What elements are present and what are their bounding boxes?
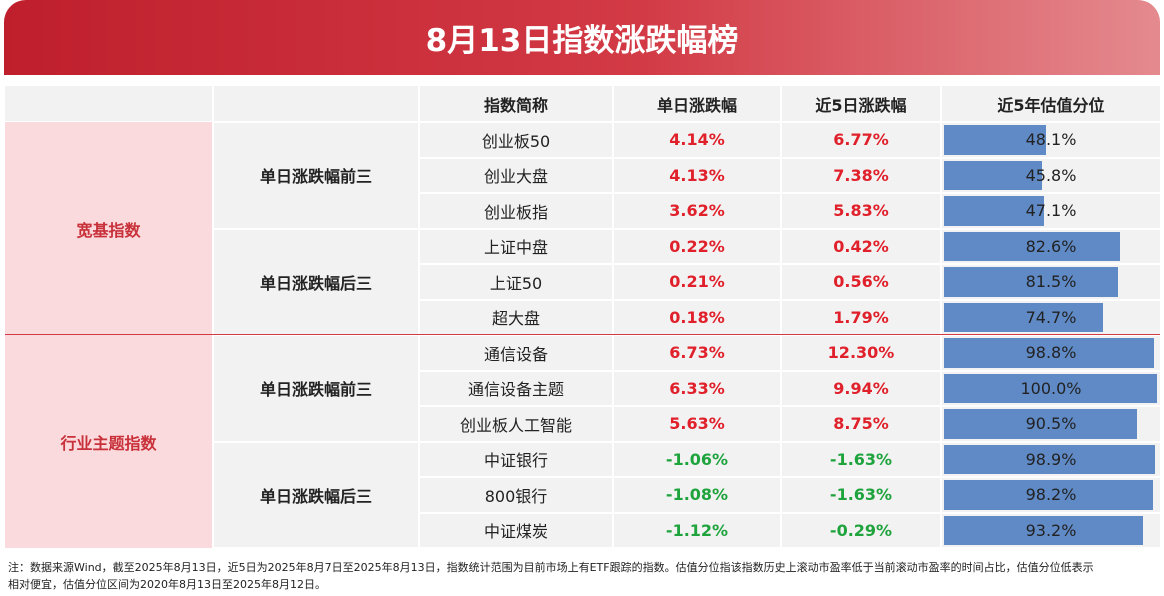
subgroup: 单日涨跌幅前三 (214, 123, 418, 228)
index-name: 创业大盘 (420, 158, 612, 192)
header-cell (5, 86, 212, 121)
percentile-bar (944, 231, 1120, 261)
index-name: 通信设备主题 (420, 371, 612, 405)
change: 0.22% (614, 229, 780, 263)
percentile-cell: 74.7% (942, 300, 1160, 334)
percentile-cell: 82.6% (942, 229, 1160, 263)
change: 0.42% (782, 229, 940, 263)
separator (5, 334, 1160, 335)
percentile-bar (944, 515, 1143, 545)
index-name: 创业板指 (420, 194, 612, 228)
change: 12.30% (782, 336, 940, 370)
percentile-cell: 48.1% (942, 123, 1160, 157)
change: 0.18% (614, 300, 780, 334)
index-name: 创业板50 (420, 123, 612, 157)
percentile-label: 98.2% (1025, 485, 1077, 505)
note: 相对便宜，估值分位区间为2020年8月13日至2025年8月12日。 (8, 578, 326, 591)
title: 8月13日指数涨跌幅榜 (4, 0, 1160, 75)
percentile-bar (944, 444, 1155, 474)
percentile-cell: 90.5% (942, 407, 1160, 441)
index-name: 通信设备 (420, 336, 612, 370)
percentile-cell: 100.0% (942, 371, 1160, 405)
change: 4.13% (614, 158, 780, 192)
change: -0.29% (782, 513, 940, 547)
subgroup: 单日涨跌幅前三 (214, 336, 418, 441)
index-name: 800银行 (420, 478, 612, 512)
change: 6.73% (614, 336, 780, 370)
change: 3.62% (614, 194, 780, 228)
percentile-label: 74.7% (1025, 307, 1077, 327)
index-name: 上证50 (420, 265, 612, 299)
percentile-cell: 45.8% (942, 158, 1160, 192)
header-cell: 近5年估值分位 (942, 86, 1160, 121)
percentile-label: 82.6% (1025, 236, 1077, 256)
percentile-bar (944, 160, 1042, 190)
change: 5.63% (614, 407, 780, 441)
percentile-cell: 47.1% (942, 194, 1160, 228)
header-cell: 近5日涨跌幅 (782, 86, 940, 121)
percentile-bar (944, 480, 1154, 510)
change: 5.83% (782, 194, 940, 228)
percentile-label: 45.8% (1025, 165, 1077, 185)
group: 行业主题指数 (5, 335, 212, 548)
change: -1.08% (614, 478, 780, 512)
percentile-bar (944, 302, 1104, 332)
header-cell (214, 86, 418, 121)
change: 1.79% (782, 300, 940, 334)
subgroup: 单日涨跌幅后三 (214, 229, 418, 334)
note: 注：数据来源Wind，截至2025年8月13日，近5日为2025年8月7日至20… (8, 561, 1094, 574)
percentile-bar (944, 196, 1045, 226)
subgroup: 单日涨跌幅后三 (214, 442, 418, 547)
change: 7.38% (782, 158, 940, 192)
change: -1.06% (614, 442, 780, 476)
index-name: 上证中盘 (420, 229, 612, 263)
header-cell: 指数简称 (420, 86, 612, 121)
change: 4.14% (614, 123, 780, 157)
change: -1.63% (782, 442, 940, 476)
group: 宽基指数 (5, 122, 212, 335)
index-name: 创业板人工智能 (420, 407, 612, 441)
change: 6.77% (782, 123, 940, 157)
percentile-label: 90.5% (1025, 414, 1077, 434)
index-name: 超大盘 (420, 300, 612, 334)
change: 9.94% (782, 371, 940, 405)
index-name: 中证煤炭 (420, 513, 612, 547)
percentile-label: 47.1% (1025, 201, 1077, 221)
percentile-label: 98.9% (1025, 449, 1077, 469)
percentile-label: 81.5% (1025, 272, 1077, 292)
percentile-bar (944, 373, 1157, 403)
percentile-cell: 93.2% (942, 513, 1160, 547)
percentile-label: 98.8% (1025, 343, 1077, 363)
percentile-cell: 98.9% (942, 442, 1160, 476)
change: 8.75% (782, 407, 940, 441)
percentile-cell: 81.5% (942, 265, 1160, 299)
percentile-label: 48.1% (1025, 130, 1077, 150)
index-name: 中证银行 (420, 442, 612, 476)
change: 0.56% (782, 265, 940, 299)
percentile-label: 100.0% (1020, 378, 1082, 398)
change: -1.63% (782, 478, 940, 512)
percentile-cell: 98.8% (942, 336, 1160, 370)
change: 6.33% (614, 371, 780, 405)
percentile-bar (944, 267, 1118, 297)
percentile-bar (944, 338, 1155, 368)
change: -1.12% (614, 513, 780, 547)
header-cell: 单日涨跌幅 (614, 86, 780, 121)
change: 0.21% (614, 265, 780, 299)
percentile-bar (944, 409, 1137, 439)
percentile-label: 93.2% (1025, 520, 1077, 540)
percentile-bar (944, 125, 1047, 155)
percentile-cell: 98.2% (942, 478, 1160, 512)
